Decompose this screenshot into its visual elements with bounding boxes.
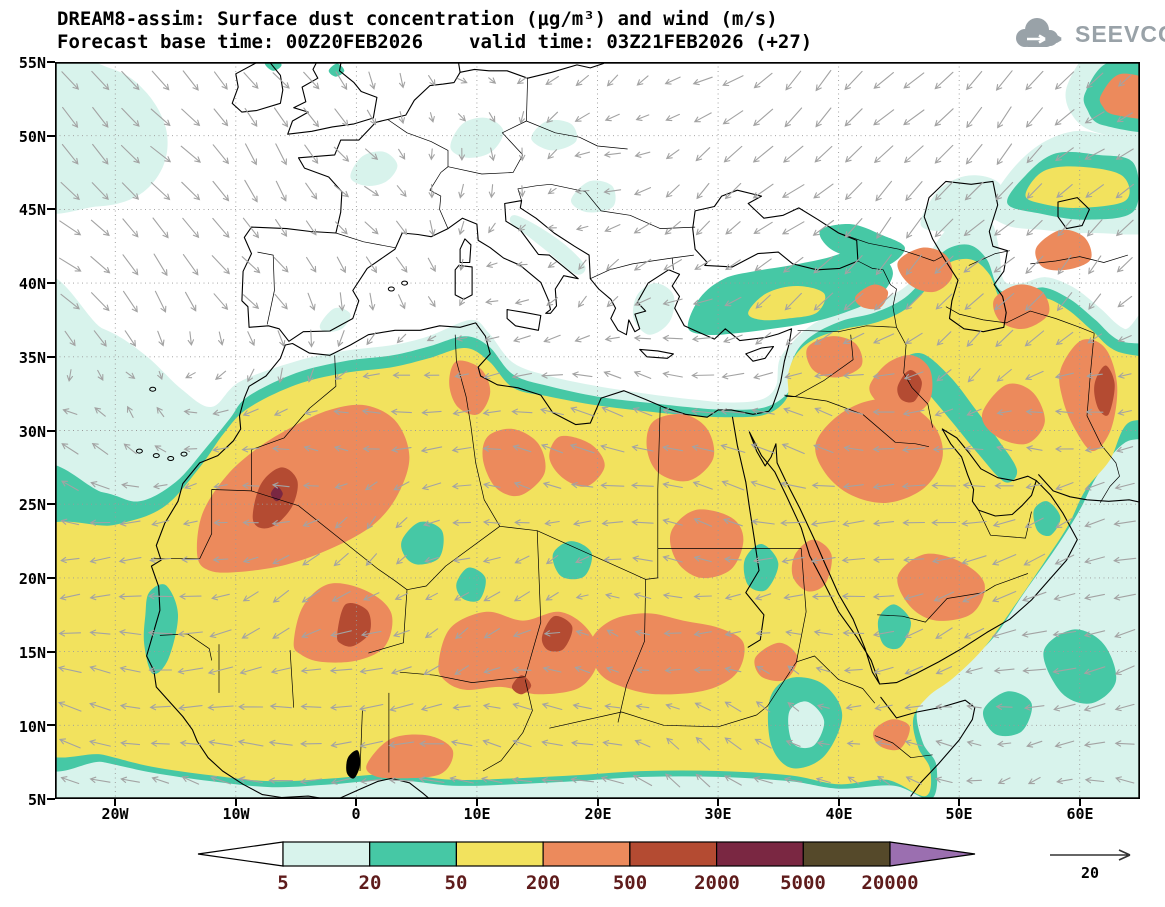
graticule [55, 62, 1140, 799]
lon-tickmark [958, 799, 960, 806]
map-frame [55, 62, 1140, 799]
lat-tick-label: 35N [18, 349, 46, 367]
colorbar-label: 200 [525, 872, 561, 894]
lon-tickmark [235, 799, 237, 806]
lat-tick-label: 30N [18, 423, 46, 441]
country-borders [151, 78, 1129, 773]
lake-volta [346, 750, 361, 779]
colorbar: 5 20 50 200 500 2000 5000 20000 [196, 840, 986, 902]
lon-tick-label: 20E [584, 805, 612, 823]
lat-tickmark [47, 282, 55, 284]
lat-tickmark [47, 577, 55, 579]
lon-tickmark [1079, 799, 1081, 806]
lat-tick-label: 10N [18, 718, 46, 736]
chart-title: DREAM8-assim: Surface dust concentration… [57, 8, 778, 30]
wind-reference-arrow-icon [1050, 849, 1131, 861]
colorbar-label: 20 [358, 872, 382, 894]
lon-tickmark [597, 799, 599, 806]
seevccc-cloud-icon [1016, 18, 1062, 47]
colorbar-scale [197, 841, 976, 867]
lat-tickmark [47, 724, 55, 726]
colorbar-label: 5000 [780, 872, 826, 894]
lon-tick-label: 10W [222, 805, 250, 823]
lon-tick-label: 0 [351, 805, 361, 823]
lat-tickmark [47, 503, 55, 505]
lat-tickmark [47, 651, 55, 653]
lat-tick-label: 55N [18, 54, 46, 72]
lat-tick-label: 25N [18, 496, 46, 514]
wind-arrows [57, 69, 1137, 788]
lat-tickmark [47, 135, 55, 137]
colorbar-label: 5 [277, 872, 289, 894]
colorbar-label: 50 [444, 872, 468, 894]
forecast-base-time: Forecast base time: 00Z20FEB2026 [57, 31, 424, 53]
dust-map [55, 62, 1140, 799]
lat-tick-label: 15N [18, 644, 46, 662]
lon-tick-label: 40E [825, 805, 853, 823]
lat-tick-label: 50N [18, 128, 46, 146]
lon-tick-label: 10E [463, 805, 491, 823]
seevccc-logo: SEEVCCC [1005, 14, 1165, 54]
lat-tick-label: 5N [27, 791, 46, 809]
lat-tick-label: 45N [18, 201, 46, 219]
lat-tickmark [47, 208, 55, 210]
valid-time: valid time: 03Z21FEB2026 (+27) [469, 31, 813, 53]
dust-dip-5 [788, 701, 825, 749]
lon-tick-label: 20W [101, 805, 129, 823]
lon-tickmark [476, 799, 478, 806]
lon-tickmark [717, 799, 719, 806]
colorbar-label: 20000 [861, 872, 919, 894]
seevccc-logo-text: SEEVCCC [1075, 20, 1165, 47]
map-layers [55, 62, 1140, 799]
lon-tickmark [355, 799, 357, 806]
coastlines [135, 62, 1140, 799]
chart-subtitle: Forecast base time: 00Z20FEB2026 valid ti… [57, 31, 812, 53]
lat-tick-label: 20N [18, 570, 46, 588]
wind-reference-value: 20 [1080, 864, 1100, 882]
lon-tick-label: 50E [945, 805, 973, 823]
lat-tickmark [47, 430, 55, 432]
colorbar-label: 2000 [694, 872, 740, 894]
lat-tickmark [47, 798, 55, 800]
lon-tickmark [838, 799, 840, 806]
lon-tick-label: 30E [704, 805, 732, 823]
lat-tick-label: 40N [18, 275, 46, 293]
lat-tickmark [47, 61, 55, 63]
lon-tick-label: 60E [1066, 805, 1094, 823]
lat-tickmark [47, 356, 55, 358]
lon-tickmark [114, 799, 116, 806]
colorbar-label: 500 [612, 872, 648, 894]
wind-reference-legend: 20 [1030, 842, 1160, 892]
